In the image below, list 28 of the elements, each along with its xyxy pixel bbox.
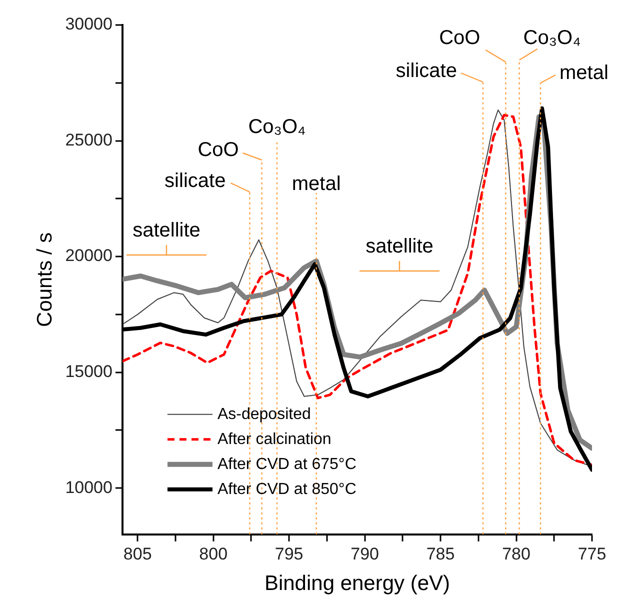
y-tick-label: 30000 (65, 14, 112, 34)
x-axis-title: Binding energy (eV) (264, 572, 450, 596)
ref-line-label: silicate (164, 170, 226, 192)
annotation: satellite (132, 220, 200, 242)
y-tick-label: 25000 (65, 130, 112, 150)
ref-line-label: metal (292, 173, 341, 195)
x-tick-label: 800 (199, 544, 228, 564)
x-tick-label: 790 (350, 544, 379, 564)
x-tick-label: 775 (578, 544, 606, 564)
legend-label: After CVD at 850°C (217, 480, 356, 498)
ref-line-label: metal (560, 62, 608, 84)
ref-line-label: CoO (198, 139, 239, 161)
legend-label: After CVD at 675°C (217, 456, 356, 473)
legend-label: After calcination (217, 430, 332, 448)
y-tick-label: 15000 (65, 362, 112, 382)
y-tick-label: 10000 (65, 478, 112, 497)
ref-line-label: Co₃O₄ (523, 27, 581, 49)
annotation: satellite (366, 236, 434, 258)
ref-line-label: silicate (396, 60, 457, 82)
y-axis-title: Counts / s (33, 232, 56, 327)
ref-line-label: Co₃O₄ (248, 116, 306, 138)
y-tick-label: 20000 (65, 246, 112, 266)
x-tick-label: 785 (426, 544, 455, 564)
x-tick-label: 780 (502, 544, 530, 564)
ref-line-label: CoO (439, 27, 480, 49)
legend-label: As-deposited (217, 406, 311, 423)
x-tick-label: 795 (274, 544, 304, 564)
x-tick-label: 805 (123, 544, 152, 564)
